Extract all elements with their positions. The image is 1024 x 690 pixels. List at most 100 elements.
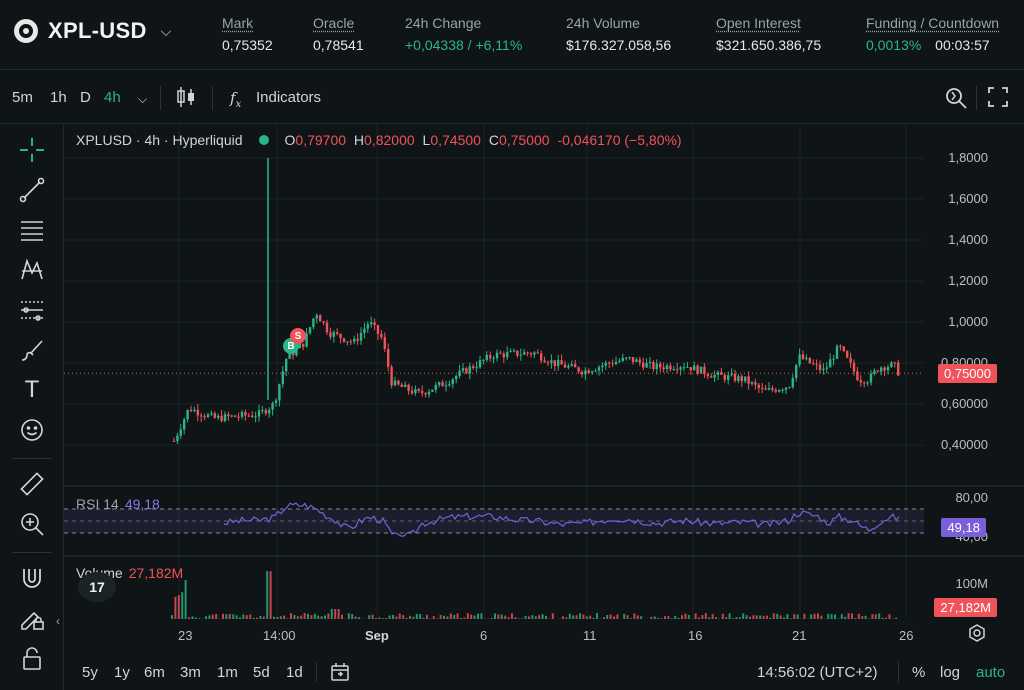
candle-body	[812, 363, 815, 365]
magnet-icon[interactable]	[18, 564, 46, 592]
stat-value: $176.327.058,56	[566, 37, 672, 53]
lock-draw-icon[interactable]	[18, 604, 46, 632]
lock-icon[interactable]	[18, 644, 46, 672]
candle-body	[322, 321, 325, 323]
volume-bar	[728, 613, 731, 619]
fullscreen-icon[interactable]	[988, 87, 1008, 111]
ruler-icon[interactable]	[18, 470, 46, 498]
volume-bar	[296, 616, 299, 619]
volume-bar	[456, 613, 459, 619]
candle-body	[652, 361, 655, 370]
volume-bar	[358, 617, 360, 619]
volume-bar	[514, 617, 517, 619]
interval-d[interactable]: D	[80, 89, 91, 106]
volume-bar	[759, 615, 762, 619]
trend-line-icon[interactable]	[18, 176, 46, 204]
log-toggle[interactable]: log	[940, 664, 961, 681]
candle-body	[227, 414, 230, 417]
chevron-left-icon[interactable]: ‹	[56, 614, 60, 628]
emoji-icon[interactable]	[18, 416, 46, 444]
volume-bar	[310, 615, 313, 619]
volume-bar	[636, 615, 639, 619]
range-5d[interactable]: 5d	[253, 664, 270, 681]
stat-label[interactable]: Funding / Countdown	[866, 15, 1000, 31]
stat-24h-change: 24h Change +0,04338 / +6,11%	[405, 15, 522, 53]
horizontal-lines-icon[interactable]	[18, 216, 46, 244]
candle-body	[240, 412, 244, 417]
last-price-tag: 0,75000	[938, 364, 997, 383]
candle-body	[390, 366, 393, 386]
range-1y[interactable]: 1y	[114, 664, 130, 681]
stat-label[interactable]: Open Interest	[716, 15, 801, 31]
candle-body	[193, 409, 196, 412]
candle-body	[706, 374, 709, 377]
volume-bar	[249, 614, 252, 619]
price-tick: 0,60000	[941, 396, 988, 411]
volume-bar	[381, 618, 384, 619]
indicators-button[interactable]: Indicators	[256, 89, 322, 106]
volume-bar	[596, 613, 598, 619]
volume-bar	[687, 614, 690, 619]
candle-body	[465, 368, 468, 374]
candle-body	[404, 384, 407, 387]
price-chart[interactable]: XPLUSD · 4h · Hyperliquid O0,79700 H0,82…	[64, 124, 1024, 654]
volume-bar	[504, 615, 507, 619]
pattern-icon[interactable]	[18, 256, 46, 284]
quick-search-icon[interactable]	[944, 86, 968, 114]
candle-body	[727, 375, 730, 380]
range-5y[interactable]: 5y	[82, 664, 98, 681]
range-6m[interactable]: 6m	[144, 664, 165, 681]
interval-5m[interactable]: 5m	[12, 89, 33, 106]
candle-body	[495, 352, 499, 359]
volume-bar	[708, 617, 711, 619]
volume-bar	[738, 617, 741, 619]
volume-bar	[735, 617, 738, 619]
axis-settings-icon[interactable]	[968, 624, 986, 647]
candle-body	[713, 374, 716, 378]
clock-timezone[interactable]: 14:56:02 (UTC+2)	[757, 664, 878, 681]
candle-body	[291, 352, 295, 356]
zoom-in-icon[interactable]	[18, 510, 46, 538]
candle-body	[839, 345, 842, 347]
fib-icon[interactable]	[18, 296, 46, 324]
candle-body	[206, 414, 210, 418]
chevron-down-icon: ⌵	[160, 22, 172, 39]
volume-bar	[426, 614, 428, 619]
candle-body	[567, 365, 570, 368]
volume-bar	[256, 617, 258, 619]
brush-icon[interactable]	[18, 336, 46, 364]
candle-body	[771, 388, 774, 390]
candle-style-icon[interactable]	[176, 86, 196, 112]
interval-1h[interactable]: 1h	[50, 89, 67, 106]
candle-body	[591, 371, 594, 373]
tradingview-logo-icon[interactable]: 17	[78, 572, 116, 602]
volume-bar	[762, 615, 765, 619]
range-1d[interactable]: 1d	[286, 664, 303, 681]
stat-label: 24h Change	[405, 15, 482, 31]
auto-toggle[interactable]: auto	[976, 664, 1006, 681]
stat-label[interactable]: Oracle	[313, 15, 355, 31]
sell-marker[interactable]: S	[290, 328, 306, 344]
volume-bar	[623, 613, 626, 619]
stat-value: 0,78541	[313, 37, 364, 53]
text-icon[interactable]: T	[24, 376, 40, 403]
divider	[12, 458, 52, 459]
volume-bar	[732, 618, 734, 619]
calendar-icon[interactable]	[330, 662, 350, 686]
function-icon[interactable]: fx	[230, 89, 242, 110]
interval-4h[interactable]: 4h	[104, 89, 121, 106]
candle-body	[635, 359, 638, 362]
crosshair-icon[interactable]	[18, 136, 46, 164]
range-3m[interactable]: 3m	[180, 664, 201, 681]
volume-bar	[674, 615, 677, 619]
volume-bar	[300, 615, 303, 619]
symbol-selector[interactable]: XPL-USD ⌵	[14, 18, 171, 44]
stat-label[interactable]: Mark	[222, 15, 254, 31]
percent-toggle[interactable]: %	[912, 664, 926, 681]
range-1m[interactable]: 1m	[217, 664, 238, 681]
candle-body	[686, 367, 689, 369]
interval-chevron-icon[interactable]: ⌵	[138, 92, 148, 106]
volume-bar	[725, 617, 728, 619]
volume-bar	[538, 615, 541, 619]
chart-canvas[interactable]	[64, 124, 1024, 654]
